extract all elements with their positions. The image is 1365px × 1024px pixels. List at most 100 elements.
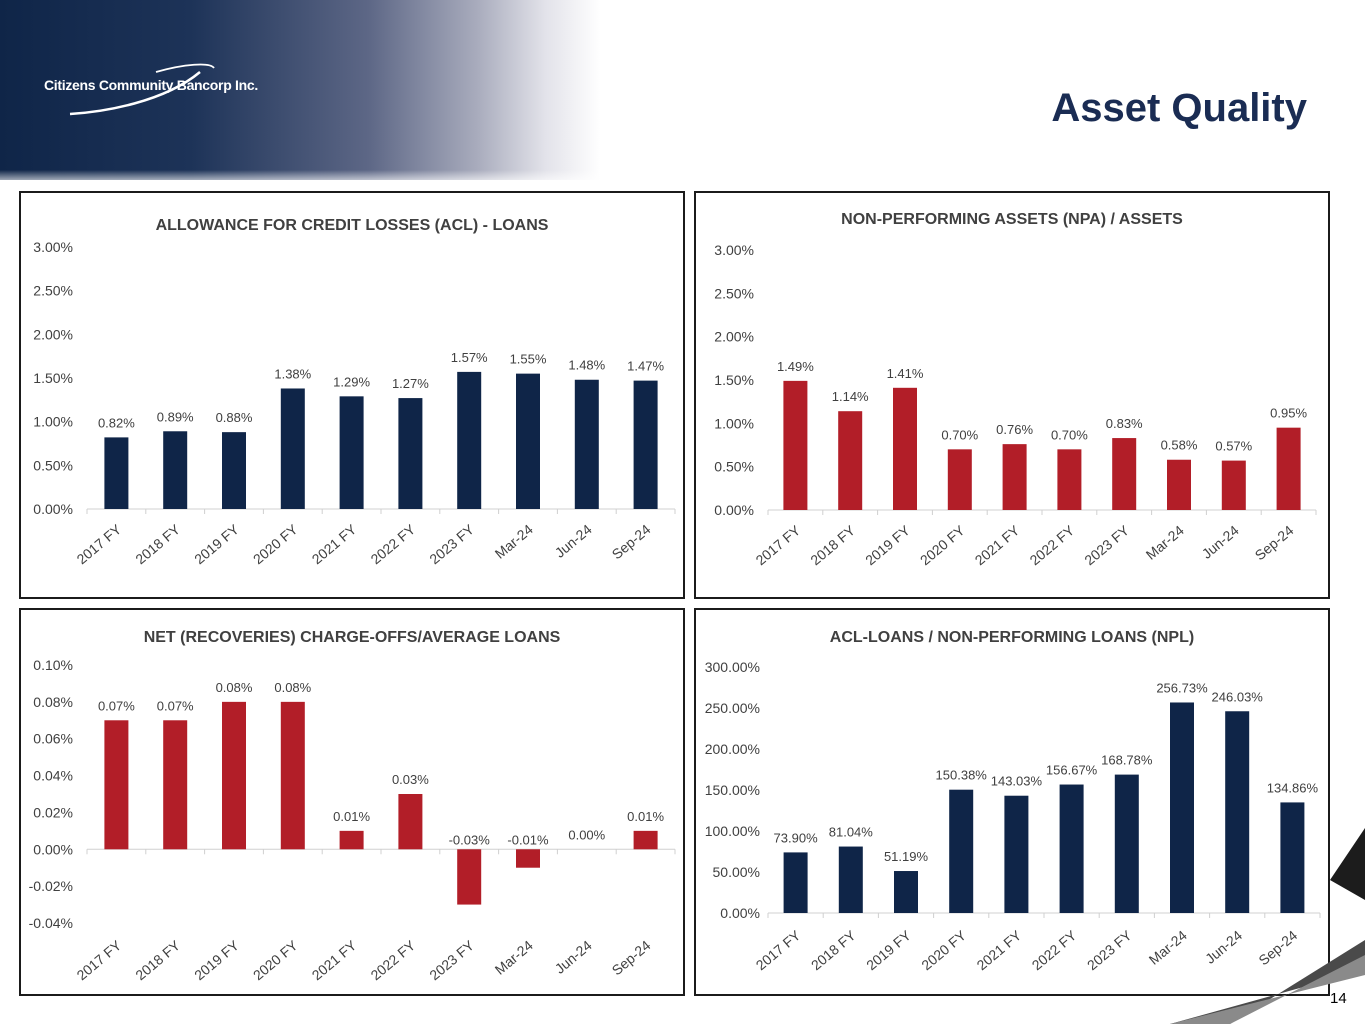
- category-label: 2021 FY: [973, 927, 1024, 974]
- bar: [633, 830, 658, 850]
- y-tick-label: -0.02%: [29, 878, 73, 894]
- header-band: [0, 0, 1365, 180]
- chart-title-npa-assets: NON-PERFORMING ASSETS (NPA) / ASSETS: [841, 211, 1183, 228]
- chart-acl-loans: 0.00% 0.50% 1.00% 1.50% 2.00% 2.50% 3.00% 0.82%…: [33, 239, 676, 568]
- y-tick-label: 2.50%: [33, 283, 73, 299]
- bar: [1280, 802, 1305, 913]
- chart-acl-npl: 0.00% 50.00% 100.00% 150.00% 200.00% 250.00% 3…: [705, 659, 1321, 974]
- category-label: 2023 FY: [1081, 522, 1132, 569]
- chart-title-acl-npl: ACL-LOANS / NON-PERFORMING LOANS (NPL): [829, 629, 1195, 646]
- chart-panel-acl-npl: ACL-LOANS / NON-PERFORMING LOANS (NPL) 0…: [694, 608, 1330, 996]
- y-tick-label: 2.00%: [33, 326, 73, 342]
- y-tick-label: 0.06%: [33, 731, 73, 747]
- bar: [574, 379, 599, 509]
- y-tick-label: 1.50%: [714, 372, 754, 388]
- page-title: Asset Quality: [1051, 86, 1307, 130]
- data-label: 0.00%: [568, 827, 605, 842]
- category-label: 2017 FY: [73, 937, 124, 984]
- data-label: 0.89%: [157, 409, 194, 424]
- category-label: 2018 FY: [808, 927, 859, 974]
- data-label: 134.86%: [1267, 780, 1319, 795]
- category-label: 2019 FY: [863, 927, 914, 974]
- bar: [838, 846, 863, 913]
- category-label: 2021 FY: [972, 522, 1023, 569]
- bar: [222, 432, 246, 509]
- category-label: Mar-24: [1143, 522, 1187, 563]
- category-label: 2017 FY: [753, 927, 804, 974]
- data-label: 1.27%: [392, 376, 429, 391]
- y-tick-label: 100.00%: [705, 823, 760, 839]
- category-label: 2018 FY: [132, 937, 183, 984]
- data-label: 81.04%: [829, 825, 874, 840]
- data-label: 0.07%: [157, 698, 194, 713]
- data-label: 0.76%: [996, 422, 1033, 437]
- category-label: 2019 FY: [191, 521, 242, 568]
- data-label: 73.90%: [774, 830, 819, 845]
- data-label: 1.47%: [627, 359, 664, 374]
- bar: [516, 373, 540, 509]
- bar: [1114, 774, 1139, 913]
- category-label: Sep-24: [609, 521, 654, 562]
- category-label: 2021 FY: [309, 937, 360, 984]
- data-label: 0.70%: [941, 427, 978, 442]
- data-label: 1.14%: [832, 389, 869, 404]
- category-label: Jun-24: [552, 521, 595, 561]
- data-label: 156.67%: [1046, 763, 1098, 778]
- bar: [163, 431, 188, 509]
- data-label: 1.49%: [777, 359, 814, 374]
- bar: [1167, 459, 1191, 510]
- bar: [894, 871, 918, 913]
- bar: [163, 720, 188, 850]
- bar: [1004, 795, 1029, 913]
- bar: [398, 398, 423, 509]
- data-label: 0.95%: [1270, 406, 1307, 421]
- bar: [838, 411, 863, 510]
- y-tick-label: 0.50%: [714, 459, 754, 475]
- bar: [1276, 427, 1301, 510]
- data-label: 1.38%: [274, 366, 311, 381]
- category-label: 2019 FY: [862, 522, 913, 569]
- category-label: Sep-24: [1252, 522, 1297, 563]
- y-tick-label: 0.00%: [33, 501, 73, 517]
- category-label: 2023 FY: [426, 937, 477, 984]
- y-tick-label: 2.00%: [714, 329, 754, 345]
- bar: [893, 387, 917, 510]
- company-name: Citizens Community Bancorp Inc.: [44, 77, 258, 93]
- data-label: 168.78%: [1101, 753, 1153, 768]
- category-label: 2020 FY: [918, 927, 969, 974]
- data-label: 0.82%: [98, 415, 135, 430]
- data-label: 0.70%: [1051, 427, 1088, 442]
- category-label: 2022 FY: [367, 521, 418, 568]
- header-fade: [0, 170, 1365, 180]
- bar: [947, 449, 972, 510]
- category-label: 2020 FY: [250, 937, 301, 984]
- y-tick-label: 3.00%: [714, 242, 754, 258]
- data-label: 0.08%: [274, 680, 311, 695]
- logo-swoosh-icon: [69, 63, 215, 116]
- y-tick-label: 0.10%: [33, 657, 73, 673]
- chart-panel-net-charge-offs: NET (RECOVERIES) CHARGE-OFFS/AVERAGE LOA…: [19, 608, 685, 996]
- bar: [1057, 449, 1082, 510]
- y-tick-label: 2.50%: [714, 285, 754, 301]
- y-tick-label: 1.00%: [33, 414, 73, 430]
- category-label: 2020 FY: [250, 521, 301, 568]
- data-label: 246.03%: [1212, 689, 1264, 704]
- data-label: 0.03%: [392, 772, 429, 787]
- chart-panel-acl-loans: ALLOWANCE FOR CREDIT LOSSES (ACL) - LOAN…: [19, 191, 685, 599]
- data-label: 0.01%: [627, 809, 664, 824]
- category-label: 2022 FY: [1029, 927, 1080, 974]
- category-label: 2020 FY: [917, 522, 968, 569]
- bar: [633, 380, 658, 509]
- data-label: 0.07%: [98, 698, 135, 713]
- category-label: Jun-24: [1199, 522, 1242, 562]
- bar: [516, 849, 540, 868]
- category-label: Sep-24: [1255, 927, 1300, 968]
- bar: [1170, 702, 1194, 913]
- data-label: 1.55%: [510, 352, 547, 367]
- y-tick-label: 0.08%: [33, 694, 73, 710]
- category-label: Mar-24: [492, 521, 536, 562]
- data-label: 0.01%: [333, 809, 370, 824]
- data-label: 51.19%: [884, 849, 929, 864]
- bar: [1221, 460, 1246, 510]
- bar: [398, 794, 423, 850]
